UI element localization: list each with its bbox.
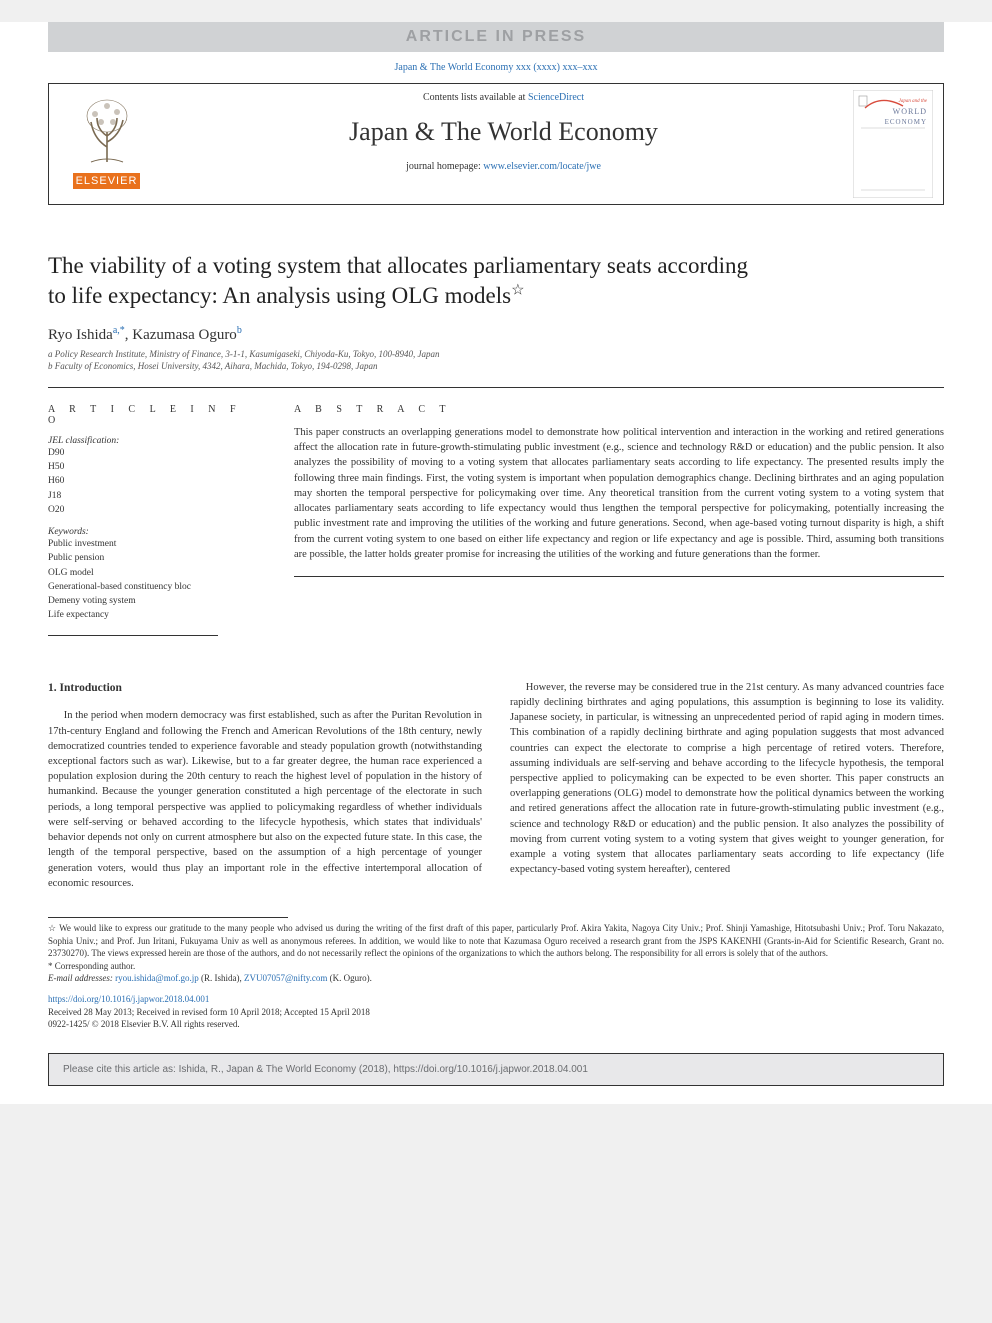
abstract-bottom-rule bbox=[294, 576, 944, 577]
jel-item: O20 bbox=[48, 503, 262, 517]
kw-item: Public investment bbox=[48, 537, 262, 551]
jel-list: D90 H50 H60 J18 O20 bbox=[48, 446, 262, 517]
abstract-head: A B S T R A C T bbox=[294, 404, 944, 415]
homepage-line: journal homepage: www.elsevier.com/locat… bbox=[172, 161, 835, 172]
affil-b: b Faculty of Economics, Hosei University… bbox=[48, 360, 944, 373]
copyright-line: 0922-1425/ © 2018 Elsevier B.V. All righ… bbox=[48, 1018, 944, 1031]
sciencedirect-link[interactable]: ScienceDirect bbox=[528, 92, 584, 103]
article-info-head: A R T I C L E I N F O bbox=[48, 404, 262, 426]
affiliations: a Policy Research Institute, Ministry of… bbox=[48, 348, 944, 373]
publisher-box: ELSEVIER bbox=[49, 84, 164, 204]
email-2-link[interactable]: ZVU07057@nifty.com bbox=[244, 973, 327, 983]
jel-item: H60 bbox=[48, 474, 262, 488]
author-1: Ryo Ishida bbox=[48, 327, 113, 343]
info-bottom-rule bbox=[48, 635, 218, 636]
title-line1: The viability of a voting system that al… bbox=[48, 253, 748, 278]
homepage-prefix: journal homepage: bbox=[406, 161, 483, 172]
jel-label: JEL classification: bbox=[48, 436, 262, 446]
top-running-citation: Japan & The World Economy xxx (xxxx) xxx… bbox=[0, 62, 992, 73]
history-line: Received 28 May 2013; Received in revise… bbox=[48, 1006, 944, 1019]
footnote-rule bbox=[48, 917, 288, 918]
svg-text:ECONOMY: ECONOMY bbox=[885, 118, 927, 126]
intro-para-1: In the period when modern democracy was … bbox=[48, 708, 482, 891]
intro-para-2: However, the reverse may be considered t… bbox=[510, 680, 944, 878]
author-2-sup: b bbox=[237, 325, 242, 336]
footnote-corresponding: Corresponding author. bbox=[48, 960, 944, 973]
section-1-head: 1. Introduction bbox=[48, 680, 482, 697]
journal-cover-box: Japan and the WORLD ECONOMY bbox=[843, 84, 943, 204]
contents-prefix: Contents lists available at bbox=[423, 92, 528, 103]
journal-header-center: Contents lists available at ScienceDirec… bbox=[164, 84, 843, 204]
jel-item: H50 bbox=[48, 460, 262, 474]
svg-text:WORLD: WORLD bbox=[893, 107, 927, 116]
elsevier-tree-icon bbox=[76, 92, 138, 166]
kw-item: Public pension bbox=[48, 551, 262, 565]
title-line2: to life expectancy: An analysis using OL… bbox=[48, 283, 511, 308]
abstract-text: This paper constructs an overlapping gen… bbox=[294, 425, 944, 562]
journal-homepage-link[interactable]: www.elsevier.com/locate/jwe bbox=[483, 161, 601, 172]
email-label: E-mail addresses: bbox=[48, 973, 115, 983]
author-2: Kazumasa Oguro bbox=[132, 327, 237, 343]
contents-line: Contents lists available at ScienceDirec… bbox=[172, 92, 835, 103]
footnote-star: We would like to express our gratitude t… bbox=[48, 922, 944, 960]
article-title: The viability of a voting system that al… bbox=[48, 251, 944, 311]
publisher-name: ELSEVIER bbox=[73, 173, 141, 189]
page: ARTICLE IN PRESS Japan & The World Econo… bbox=[0, 22, 992, 1104]
email-2-suffix: (K. Oguro). bbox=[327, 973, 372, 983]
info-abstract-row: A R T I C L E I N F O JEL classification… bbox=[48, 388, 944, 650]
cover-top-mark: Japan and the bbox=[899, 99, 928, 104]
affil-a: a Policy Research Institute, Ministry of… bbox=[48, 348, 944, 361]
kw-item: Generational-based constituency bloc bbox=[48, 580, 262, 594]
body-columns: 1. Introduction In the period when moder… bbox=[48, 680, 944, 891]
kw-item: OLG model bbox=[48, 566, 262, 580]
kw-item: Demeny voting system bbox=[48, 594, 262, 608]
email-1-link[interactable]: ryou.ishida@mof.go.jp bbox=[115, 973, 199, 983]
journal-cover-icon: Japan and the WORLD ECONOMY bbox=[853, 90, 933, 198]
doi-link[interactable]: https://doi.org/10.1016/j.japwor.2018.04… bbox=[48, 994, 209, 1004]
journal-header: ELSEVIER Contents lists available at Sci… bbox=[48, 83, 944, 205]
journal-name: Japan & The World Economy bbox=[172, 117, 835, 147]
article-info-col: A R T I C L E I N F O JEL classification… bbox=[48, 388, 278, 650]
article-in-press-banner: ARTICLE IN PRESS bbox=[48, 22, 944, 52]
kw-item: Life expectancy bbox=[48, 608, 262, 622]
jel-item: J18 bbox=[48, 489, 262, 503]
authors: Ryo Ishidaa,*, Kazumasa Ogurob bbox=[48, 325, 944, 344]
author-1-sup: a,* bbox=[113, 325, 125, 336]
title-star: ☆ bbox=[511, 282, 524, 298]
jel-item: D90 bbox=[48, 446, 262, 460]
footnote-emails: E-mail addresses: ryou.ishida@mof.go.jp … bbox=[48, 972, 944, 985]
abstract-col: A B S T R A C T This paper constructs an… bbox=[278, 388, 944, 650]
doi-block: https://doi.org/10.1016/j.japwor.2018.04… bbox=[48, 993, 944, 1031]
keywords-list: Public investment Public pension OLG mod… bbox=[48, 537, 262, 623]
keywords-label: Keywords: bbox=[48, 527, 262, 537]
please-cite-box: Please cite this article as: Ishida, R.,… bbox=[48, 1053, 944, 1086]
email-1-suffix: (R. Ishida), bbox=[199, 973, 244, 983]
footnotes: We would like to express our gratitude t… bbox=[48, 922, 944, 985]
